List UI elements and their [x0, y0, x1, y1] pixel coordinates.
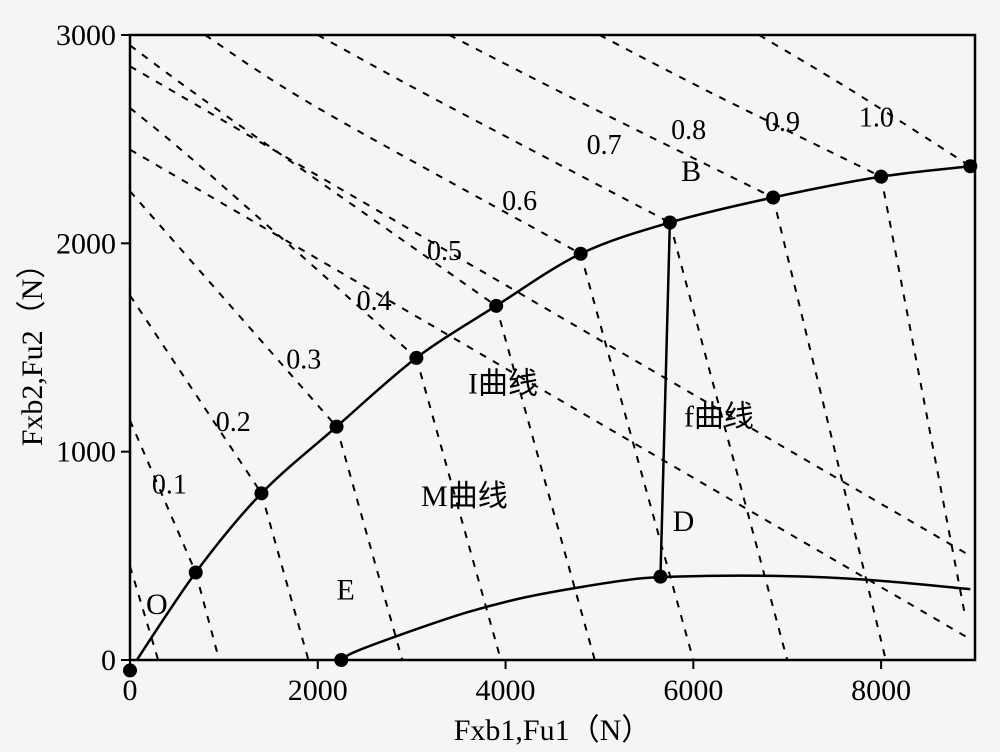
i-curve-marker	[409, 351, 423, 365]
grid-line	[130, 150, 970, 640]
grid-line	[130, 191, 337, 426]
chart-svg: 0.1 0.2 0.3 0.4 0.5 0.6 0.7 0.8 0.9 1.0 0 2000 4000 6…	[0, 0, 1000, 752]
i-curve-marker	[874, 170, 888, 184]
grid-line	[196, 573, 219, 661]
grid-line	[773, 198, 886, 661]
x-tick-label: 6000	[663, 674, 723, 707]
i-curve-marker	[254, 486, 268, 500]
y-tick-label: 1000	[56, 436, 116, 469]
point-d-marker	[653, 570, 667, 584]
grid-line	[337, 427, 403, 660]
point-label-e: E	[337, 574, 355, 607]
z-label: 0.5	[427, 236, 462, 267]
grid-line	[670, 223, 787, 661]
z-label: 0.3	[286, 344, 321, 375]
i-curve-label: I曲线	[468, 367, 538, 400]
x-tick-label: 8000	[851, 674, 911, 707]
z-label: 1.0	[859, 103, 894, 134]
x-tick-label: 2000	[288, 674, 348, 707]
i-curve-marker	[489, 299, 503, 313]
f-curve-label: f曲线	[684, 401, 754, 434]
z-label: 0.6	[502, 186, 537, 217]
z-label: 0.4	[357, 286, 392, 317]
m-curve-label: M曲线	[421, 480, 508, 513]
i-curve-marker	[663, 216, 677, 230]
m-curve	[341, 576, 970, 660]
point-label-d: D	[673, 505, 695, 538]
i-curve-marker	[574, 247, 588, 261]
i-curve-marker	[330, 420, 344, 434]
x-axis-title: Fxb1,Fu1（N）	[454, 714, 652, 747]
z-label: 0.8	[671, 115, 706, 146]
grid-line	[205, 35, 581, 254]
grid-line	[881, 177, 966, 619]
z-label: 0.7	[587, 130, 622, 161]
grid-line	[599, 35, 881, 177]
z-label: 0.9	[765, 107, 800, 138]
i-curve-marker	[766, 191, 780, 205]
grid-line	[759, 35, 970, 166]
grid-line	[496, 306, 595, 660]
y-axis-title: Fxb2,Fu2（N）	[16, 249, 49, 447]
y-tick-label: 3000	[56, 19, 116, 52]
grid-line	[449, 35, 773, 198]
y-tick-label: 0	[101, 644, 116, 677]
x-tick-label: 4000	[476, 674, 536, 707]
z-label: 0.1	[152, 469, 187, 500]
i-curve-marker	[189, 566, 203, 580]
grid-line	[581, 254, 694, 660]
y-tick-label: 2000	[56, 227, 116, 260]
grid-line	[261, 493, 308, 660]
i-curve	[130, 166, 970, 670]
point-label-b: B	[681, 155, 701, 188]
grid-line	[318, 35, 670, 223]
z-label: 0.2	[216, 407, 251, 438]
plot-frame	[130, 35, 975, 660]
point-label-o: O	[146, 588, 168, 621]
f-curve	[660, 223, 669, 577]
x-tick-label: 0	[123, 674, 138, 707]
grid-line	[130, 66, 970, 556]
